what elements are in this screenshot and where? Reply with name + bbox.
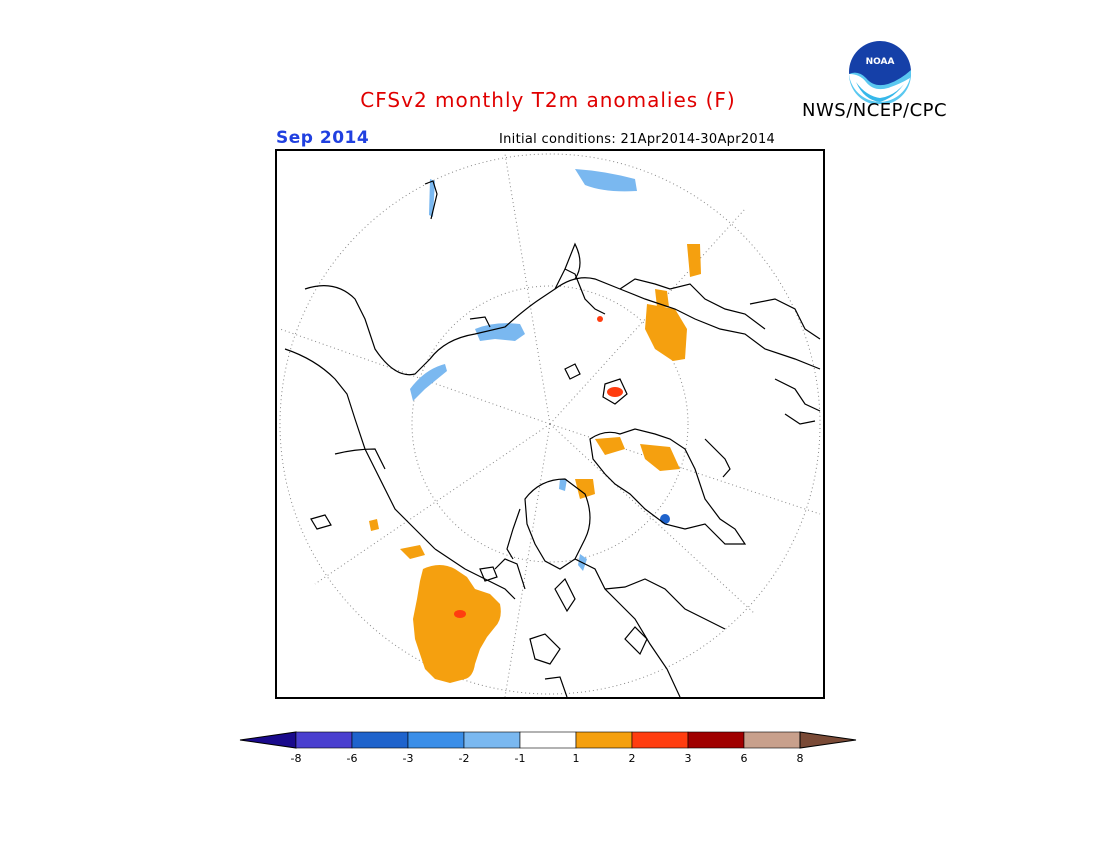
colorbar-box xyxy=(575,731,633,749)
chart-title: CFSv2 monthly T2m anomalies (F) xyxy=(360,88,736,112)
colorbar-tick-label: -3 xyxy=(402,752,414,765)
organization-label: NWS/NCEP/CPC xyxy=(802,100,948,121)
colorbar-arrow-low xyxy=(239,731,297,749)
colorbar-tick-label: -6 xyxy=(346,752,358,765)
logo-text: NOAA xyxy=(866,57,895,67)
colorbar-tick-label: 8 xyxy=(796,752,804,765)
polar-map xyxy=(275,149,825,699)
colorbar-tick-label: 1 xyxy=(572,752,580,765)
colorbar-box xyxy=(687,731,745,749)
valid-month-label: Sep 2014 xyxy=(276,128,370,148)
colorbar-box xyxy=(631,731,689,749)
colorbar-tick-label: -8 xyxy=(290,752,302,765)
colorbar-tick-label: 2 xyxy=(628,752,636,765)
anomaly-shading xyxy=(369,169,701,683)
colorbar-tick-label: -1 xyxy=(514,752,526,765)
colorbar-box xyxy=(743,731,801,749)
initial-conditions-label: Initial conditions: 21Apr2014-30Apr2014 xyxy=(499,132,776,147)
noaa-logo: NOAA xyxy=(848,40,912,105)
colorbar-tick-label: 3 xyxy=(684,752,692,765)
colorbar xyxy=(236,728,866,768)
colorbar-box xyxy=(407,731,465,749)
graticule xyxy=(279,153,821,698)
colorbar-box xyxy=(295,731,353,749)
coastlines xyxy=(284,180,821,698)
colorbar-box xyxy=(351,731,409,749)
colorbar-tick-label: 6 xyxy=(740,752,748,765)
colorbar-arrow-high xyxy=(799,731,857,749)
colorbar-box xyxy=(463,731,521,749)
colorbar-tick-label: -2 xyxy=(458,752,470,765)
colorbar-box xyxy=(519,731,577,749)
